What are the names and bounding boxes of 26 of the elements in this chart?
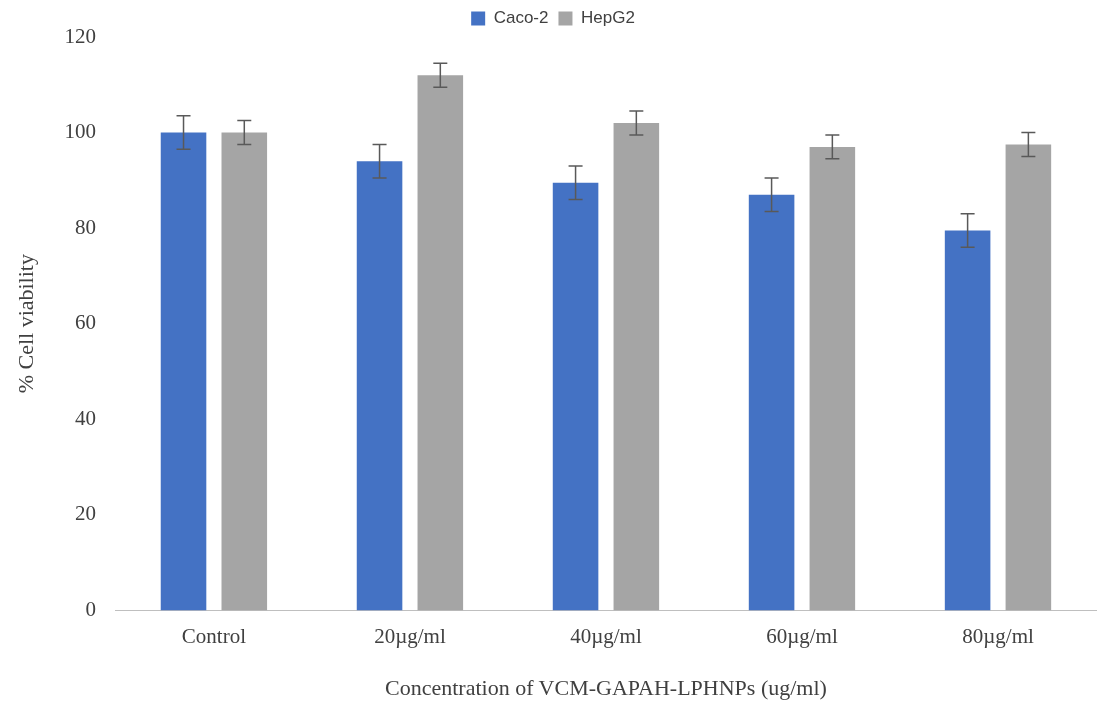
bar	[356, 161, 403, 611]
y-tick-label: 40	[74, 405, 96, 430]
bar	[552, 182, 599, 611]
x-tick-label: 60µg/ml	[766, 623, 838, 648]
y-tick-label: 20	[74, 501, 96, 526]
x-tick-label: 80µg/ml	[962, 623, 1034, 648]
bar	[160, 132, 207, 611]
y-tick-label: 80	[74, 214, 96, 239]
bar	[221, 132, 268, 611]
y-axis-title: % Cell viability	[12, 254, 38, 394]
x-tick-label: 20µg/ml	[374, 623, 446, 648]
y-tick-label: 100	[64, 119, 96, 144]
bar	[613, 123, 660, 611]
x-axis-title: Concentration of VCM-GAPAH-LPHNPs (ug/ml)	[385, 674, 827, 700]
y-tick-label: 120	[64, 23, 96, 48]
bar	[748, 194, 795, 611]
y-tick-label: 60	[74, 310, 96, 335]
bar	[809, 146, 856, 611]
bar	[944, 230, 991, 611]
legend-label: Caco-2	[493, 8, 549, 28]
y-tick-label: 0	[85, 596, 96, 621]
x-tick-label: 40µg/ml	[570, 623, 642, 648]
bar	[1005, 144, 1052, 611]
legend-label: HepG2	[580, 8, 635, 28]
x-tick-label: Control	[181, 623, 247, 648]
bar	[417, 75, 464, 611]
